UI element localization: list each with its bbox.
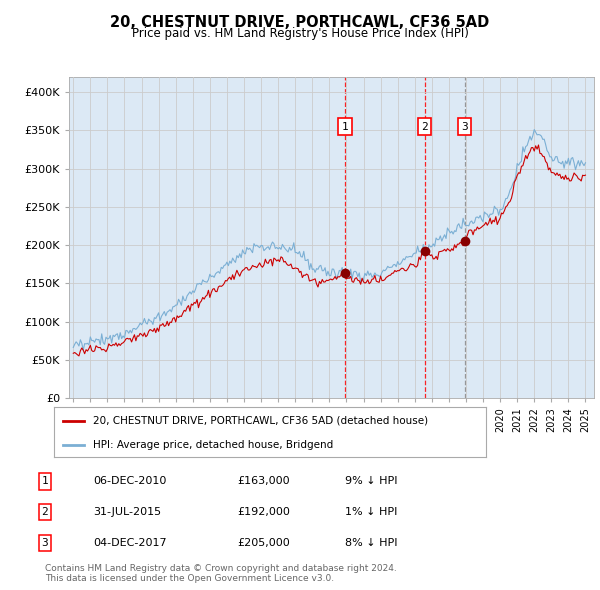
Text: £205,000: £205,000 <box>237 538 290 548</box>
Text: 9% ↓ HPI: 9% ↓ HPI <box>345 477 398 486</box>
Text: 8% ↓ HPI: 8% ↓ HPI <box>345 538 398 548</box>
Text: 20, CHESTNUT DRIVE, PORTHCAWL, CF36 5AD (detached house): 20, CHESTNUT DRIVE, PORTHCAWL, CF36 5AD … <box>93 415 428 425</box>
Text: £192,000: £192,000 <box>237 507 290 517</box>
Text: Contains HM Land Registry data © Crown copyright and database right 2024.
This d: Contains HM Land Registry data © Crown c… <box>45 563 397 583</box>
Text: 3: 3 <box>461 122 468 132</box>
Text: 2: 2 <box>421 122 428 132</box>
Text: 1% ↓ HPI: 1% ↓ HPI <box>345 507 397 517</box>
Text: 31-JUL-2015: 31-JUL-2015 <box>93 507 161 517</box>
Text: 06-DEC-2010: 06-DEC-2010 <box>93 477 166 486</box>
Text: 20, CHESTNUT DRIVE, PORTHCAWL, CF36 5AD: 20, CHESTNUT DRIVE, PORTHCAWL, CF36 5AD <box>110 15 490 30</box>
Text: £163,000: £163,000 <box>237 477 290 486</box>
Text: 3: 3 <box>41 538 49 548</box>
Text: 04-DEC-2017: 04-DEC-2017 <box>93 538 167 548</box>
Text: Price paid vs. HM Land Registry's House Price Index (HPI): Price paid vs. HM Land Registry's House … <box>131 27 469 40</box>
Text: HPI: Average price, detached house, Bridgend: HPI: Average price, detached house, Brid… <box>93 440 333 450</box>
Text: 1: 1 <box>41 477 49 486</box>
Text: 2: 2 <box>41 507 49 517</box>
Text: 1: 1 <box>341 122 349 132</box>
